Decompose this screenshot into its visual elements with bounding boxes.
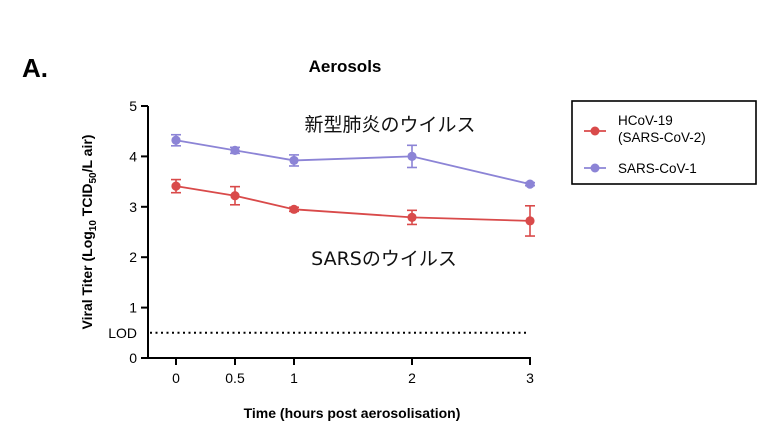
legend: HCoV-19 (SARS-CoV-2) SARS-CoV-1: [571, 100, 757, 185]
panel-label: A.: [22, 53, 48, 83]
x-tick-label-2: 1: [290, 370, 298, 386]
annotation-hcov19: SARSのウイルス: [311, 248, 457, 270]
data-point-hcov19-3: [407, 212, 417, 222]
lod-line-group: LOD: [108, 325, 526, 341]
y-tick-label-1: 1: [129, 300, 137, 316]
y-tick-label-5: 5: [129, 98, 137, 114]
x-tick-label-3: 2: [408, 370, 416, 386]
data-point-hcov19-4: [525, 216, 535, 226]
data-point-sarscov1-0: [171, 135, 181, 145]
data-point-sarscov1-1: [230, 145, 240, 155]
data-point-sarscov1-2: [289, 155, 299, 166]
series-hcov19: [171, 178, 535, 237]
data-point-hcov19-0: [171, 181, 181, 191]
x-tick-label-4: 3: [526, 370, 534, 386]
series-group: [171, 133, 535, 237]
legend-marker-sarscov1: [590, 163, 600, 173]
axes: 0 1 2 3 4 5 0 0.5 1 2 3: [129, 98, 534, 386]
x-axis-label: Time (hours post aerosolisation): [244, 405, 461, 421]
y-axis-label-prefix: Viral Titer (Log: [79, 231, 95, 329]
data-point-hcov19-2: [289, 204, 299, 214]
y-tick-label-4: 4: [129, 148, 137, 164]
legend-box: [571, 100, 757, 185]
y-axis-label-suffix: /L air): [79, 135, 95, 173]
y-tick-label-0: 0: [129, 350, 137, 366]
data-point-sarscov1-3: [407, 151, 417, 161]
y-axis-label-sub2: 50: [88, 172, 99, 184]
y-axis-label-mid: TCID: [79, 184, 95, 221]
lod-label: LOD: [108, 325, 137, 341]
y-tick-label-3: 3: [129, 199, 137, 215]
chart-title: Aerosols: [309, 57, 382, 76]
annotation-sarscov1: 新型肺炎のウイルス: [304, 114, 475, 136]
data-point-hcov19-1: [230, 191, 240, 201]
legend-marker-hcov19: [590, 126, 600, 136]
series-sarscov1: [171, 133, 535, 189]
x-tick-label-1: 0.5: [225, 370, 245, 386]
x-tick-label-0: 0: [172, 370, 180, 386]
series-line-sarscov1: [175, 139, 531, 185]
series-line-hcov19: [175, 185, 531, 222]
y-axis-label: Viral Titer (Log10 TCID50/L air): [79, 135, 99, 330]
y-axis-label-sub1: 10: [88, 220, 99, 232]
legend-label-hcov19-line2: (SARS-CoV-2): [618, 130, 706, 145]
data-point-sarscov1-4: [525, 179, 535, 189]
y-tick-label-2: 2: [129, 249, 137, 265]
legend-label-hcov19-line1: HCoV-19: [618, 113, 673, 128]
legend-label-sarscov1: SARS-CoV-1: [618, 161, 697, 176]
